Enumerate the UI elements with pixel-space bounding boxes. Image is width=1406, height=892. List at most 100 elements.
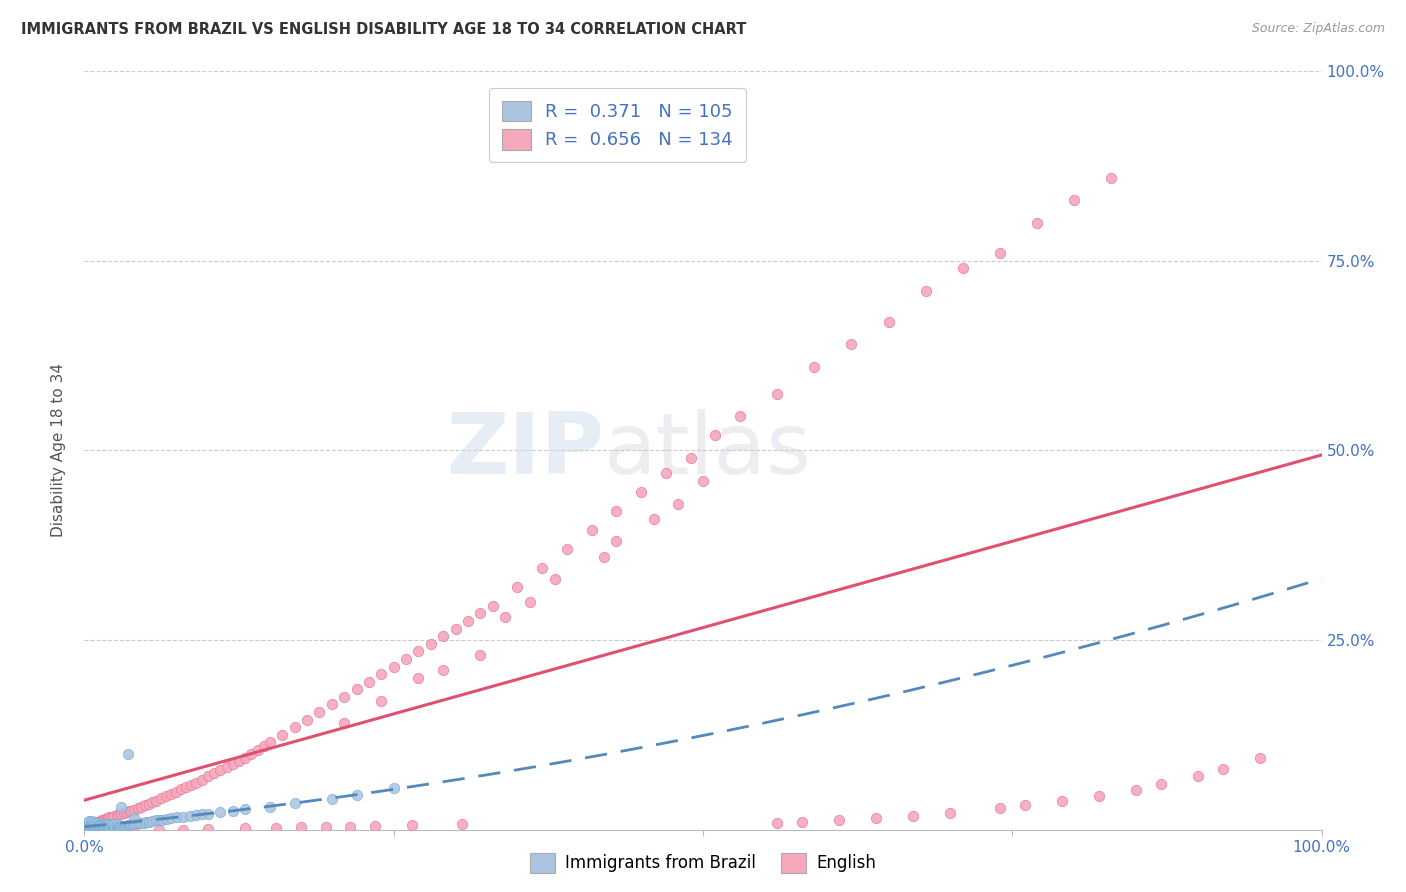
Point (80, 821, 103, 835)
Point (145, 814, 167, 828)
Point (828, 814, 851, 828)
Point (82, 820, 104, 834)
Point (87, 818, 110, 832)
Point (76, 821, 98, 835)
Point (77, 815, 100, 830)
Point (179, 809, 201, 823)
Point (290, 820, 312, 834)
Point (138, 815, 160, 830)
Point (1150, 777, 1173, 791)
Point (110, 800, 132, 814)
Point (903, 809, 925, 823)
Point (222, 757, 245, 772)
Point (89, 818, 111, 832)
Point (76, 818, 98, 832)
Point (197, 806, 219, 821)
Point (939, 805, 962, 820)
Point (1187, 769, 1209, 784)
Point (790, 815, 813, 830)
Point (77, 817, 100, 831)
Point (581, 523, 603, 537)
Point (150, 813, 173, 827)
Point (679, 451, 702, 466)
Point (121, 817, 143, 831)
Point (643, 512, 665, 526)
Point (86, 815, 108, 830)
Point (630, 485, 652, 500)
Text: atlas: atlas (605, 409, 813, 492)
Point (89, 814, 111, 829)
Point (202, 766, 225, 780)
Point (79, 819, 101, 833)
Point (233, 821, 256, 835)
Point (112, 805, 135, 820)
Point (86, 821, 108, 835)
Point (79, 819, 101, 833)
Point (259, 735, 281, 749)
Point (105, 820, 128, 834)
Point (506, 580, 529, 594)
Point (264, 821, 287, 835)
Point (988, 801, 1011, 815)
Point (704, 428, 727, 442)
Text: IMMIGRANTS FROM BRAZIL VS ENGLISH DISABILITY AGE 18 TO 34 CORRELATION CHART: IMMIGRANTS FROM BRAZIL VS ENGLISH DISABI… (21, 22, 747, 37)
Point (91, 817, 114, 831)
Point (87, 820, 110, 834)
Point (346, 789, 368, 803)
Point (96, 811, 118, 825)
Point (339, 820, 361, 834)
Point (138, 797, 160, 811)
Point (82, 817, 104, 831)
Point (1125, 783, 1147, 797)
Point (94, 812, 117, 826)
Point (84, 818, 107, 832)
Point (98, 820, 121, 834)
Point (148, 822, 170, 837)
Y-axis label: Disability Age 18 to 34: Disability Age 18 to 34 (51, 363, 66, 538)
Point (432, 664, 454, 678)
Point (104, 820, 127, 834)
Point (382, 780, 405, 795)
Point (877, 314, 900, 328)
Point (90, 814, 112, 828)
Point (470, 607, 492, 621)
Point (83, 816, 105, 830)
Point (253, 739, 276, 753)
Point (87, 815, 110, 830)
Point (94, 818, 117, 832)
Point (110, 820, 132, 834)
Point (370, 694, 392, 708)
Point (333, 716, 356, 731)
Point (79, 817, 101, 831)
Point (209, 764, 232, 778)
Point (94, 820, 117, 834)
Point (90, 818, 112, 832)
Point (97, 811, 120, 825)
Point (865, 811, 887, 825)
Point (531, 561, 554, 575)
Point (481, 599, 503, 613)
Point (444, 622, 467, 636)
Point (115, 805, 138, 819)
Point (117, 747, 139, 761)
Point (728, 409, 751, 424)
Point (129, 800, 152, 814)
Point (115, 819, 138, 833)
Point (82, 815, 104, 830)
Point (125, 816, 148, 830)
Text: ZIP: ZIP (446, 409, 605, 492)
Point (184, 808, 207, 822)
Point (77, 820, 100, 834)
Point (112, 819, 135, 833)
Point (122, 803, 145, 817)
Point (150, 791, 173, 805)
Point (259, 800, 281, 814)
Point (197, 769, 219, 784)
Point (77, 822, 100, 836)
Point (470, 648, 492, 662)
Point (118, 818, 141, 832)
Point (605, 504, 627, 518)
Point (1099, 170, 1122, 185)
Point (105, 808, 128, 822)
Point (1249, 750, 1271, 764)
